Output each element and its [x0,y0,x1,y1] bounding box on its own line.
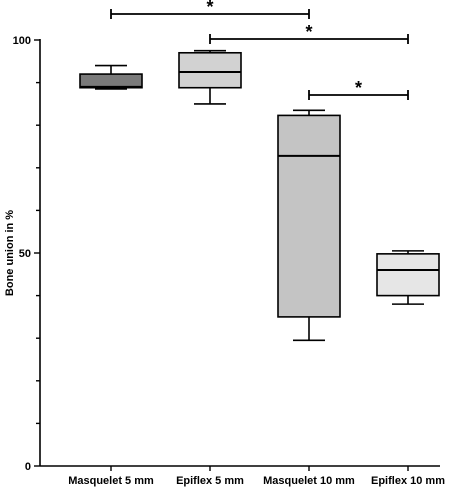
y-ticks: 0 50 100 [13,35,40,473]
significance-star: * [206,0,213,17]
axes [39,39,440,467]
x-tick-label: Masquelet 10 mm [263,475,355,487]
x-tick-labels: Masquelet 5 mm Epiflex 5 mm Masquelet 10 m… [68,466,445,487]
boxes [79,49,440,342]
iqr-box [178,51,242,89]
significance-bracket-3: * [308,78,409,100]
significance-bracket-1: * [110,0,310,19]
significance-star: * [305,22,312,42]
significance-bracket-2: * [209,22,409,44]
iqr-box [277,114,341,318]
significance-star: * [355,78,362,98]
iqr-box [79,73,143,89]
box-1 [79,64,143,90]
y-axis-label: Bone union in % [4,210,16,296]
x-tick-label: Epiflex 5 mm [176,475,244,487]
significance-brackets: * * * [110,0,409,100]
y-tick-label: 0 [25,461,31,473]
y-tick-label: 50 [19,248,31,260]
x-tick-label: Masquelet 5 mm [68,475,154,487]
x-tick-label: Epiflex 10 mm [371,475,445,487]
y-tick-label: 100 [13,35,31,47]
box-4 [376,250,440,305]
iqr-box [376,253,440,297]
box-2 [178,49,242,105]
box-3 [277,109,341,342]
